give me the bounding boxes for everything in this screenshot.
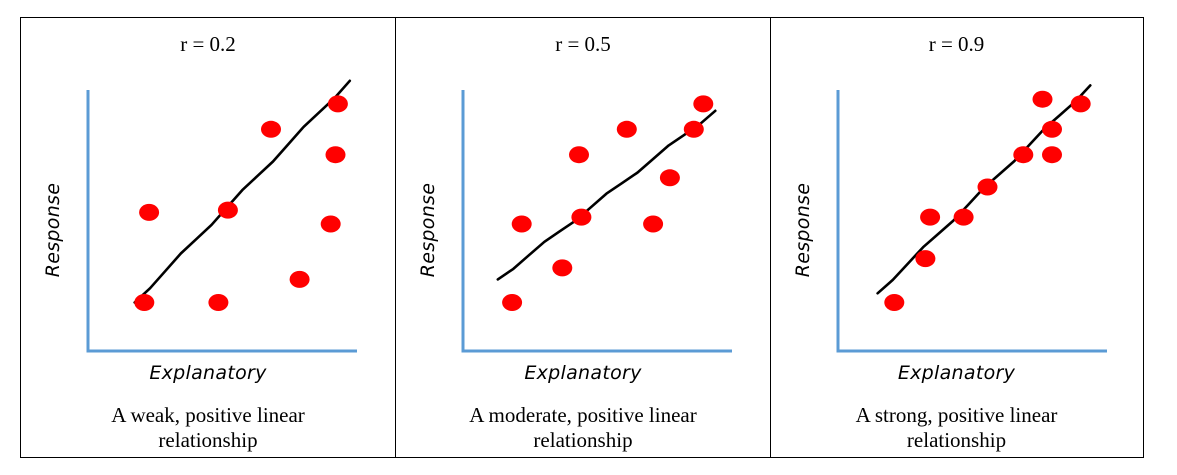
data-point <box>552 259 573 277</box>
data-point <box>208 294 229 311</box>
chart-title: r = 0.5 <box>555 32 611 56</box>
data-point <box>616 120 637 138</box>
chart-title: r = 0.9 <box>928 32 985 56</box>
scatter-plot <box>86 79 357 353</box>
data-point <box>569 146 589 164</box>
data-point <box>1042 146 1062 164</box>
data-point <box>325 146 346 164</box>
x-axis-label: Explanatory <box>897 362 1016 384</box>
trend-line <box>496 109 717 281</box>
caption-line-1: A moderate, positive linear <box>469 403 697 427</box>
caption: A moderate, positive linear relationship <box>396 403 770 453</box>
figure-frame: r = 0.2 Response Explanatory A weak, pos… <box>20 17 1144 458</box>
data-point <box>977 178 998 196</box>
data-point <box>134 294 155 311</box>
caption-line-2: relationship <box>533 428 633 452</box>
chart-title: r = 0.2 <box>180 32 236 56</box>
data-point <box>571 208 592 226</box>
caption-line-1: A strong, positive linear <box>855 403 1058 427</box>
panel-weak: r = 0.2 Response Explanatory A weak, pos… <box>21 18 396 457</box>
trend-line <box>133 79 352 304</box>
data-point <box>1042 120 1062 138</box>
data-point <box>511 215 532 233</box>
caption: A weak, positive linear relationship <box>21 403 395 453</box>
y-axis-label: Response <box>42 182 64 278</box>
x-axis-label: Explanatory <box>149 362 267 384</box>
data-point <box>261 120 281 138</box>
data-point <box>953 208 974 226</box>
y-axis-label: Response <box>417 182 439 278</box>
caption-line-2: relationship <box>906 428 1007 452</box>
data-point <box>327 95 348 113</box>
data-point <box>693 95 714 113</box>
data-point <box>320 215 341 233</box>
data-point <box>643 215 664 233</box>
data-point <box>884 294 905 311</box>
data-point <box>1070 95 1091 113</box>
data-point <box>659 169 680 187</box>
panel-strong: r = 0.9 Response Explanatory A strong, p… <box>771 18 1142 457</box>
caption-line-2: relationship <box>158 428 258 452</box>
caption: A strong, positive linear relationship <box>771 403 1142 453</box>
data-point <box>502 294 523 311</box>
x-axis-label: Explanatory <box>524 362 642 384</box>
panel-moderate: r = 0.5 Response Explanatory A moderate,… <box>396 18 771 457</box>
scatter-plot <box>836 84 1107 353</box>
data-point <box>683 120 704 138</box>
data-point <box>915 250 936 268</box>
data-point <box>289 270 310 288</box>
data-point <box>139 203 160 221</box>
y-axis-label: Response <box>792 182 814 278</box>
data-point <box>1013 146 1034 164</box>
data-point <box>920 208 941 226</box>
data-point <box>1032 90 1053 108</box>
data-point <box>217 201 238 219</box>
scatter-plot <box>461 90 732 353</box>
caption-line-1: A weak, positive linear <box>111 403 305 427</box>
